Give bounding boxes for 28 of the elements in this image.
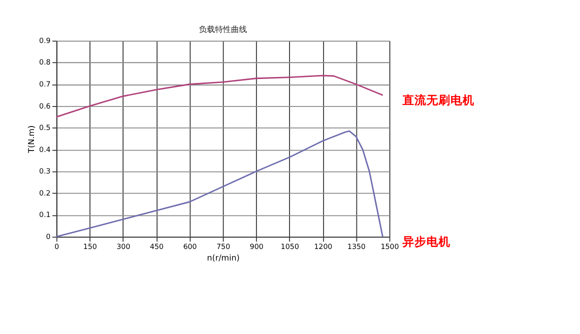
- x-tick-label: 450: [150, 242, 164, 251]
- y-tick-label: 0.2: [39, 188, 51, 198]
- y-tick-label: 0.6: [39, 101, 52, 110]
- x-tick-label: 1500: [380, 242, 400, 251]
- x-tick-label: 1050: [280, 242, 300, 251]
- y-tick-label: 0.7: [39, 80, 51, 88]
- y-tick-label: 0.5: [39, 123, 51, 132]
- line-series: [56, 130, 384, 238]
- y-tick-label: 0: [46, 232, 52, 241]
- y-tick-label: 0.1: [39, 210, 51, 220]
- chart-title: 负载特性曲线: [198, 24, 247, 34]
- series-label: 异步电机: [401, 234, 450, 249]
- x-tick-label: 750: [216, 242, 231, 251]
- y-axis-title: T(N.m): [26, 125, 36, 154]
- x-tick-label: 600: [183, 242, 198, 251]
- line-series: [56, 74, 384, 118]
- x-tick-label: 0: [54, 242, 60, 251]
- x-tick-label: 900: [250, 242, 264, 251]
- y-tick-label: 0.9: [39, 36, 52, 45]
- y-tick-label: 0.4: [39, 144, 52, 154]
- x-tick-label: 1350: [347, 242, 366, 251]
- x-tick-label: 150: [83, 242, 98, 251]
- x-tick-label: 300: [116, 242, 131, 251]
- y-tick-label: 0.3: [39, 166, 51, 176]
- x-axis-title: n(r/min): [207, 253, 240, 262]
- y-tick-label: 0.8: [39, 58, 52, 67]
- x-tick-label: 1200: [314, 242, 333, 251]
- series-label: 直流无刷电机: [401, 93, 474, 108]
